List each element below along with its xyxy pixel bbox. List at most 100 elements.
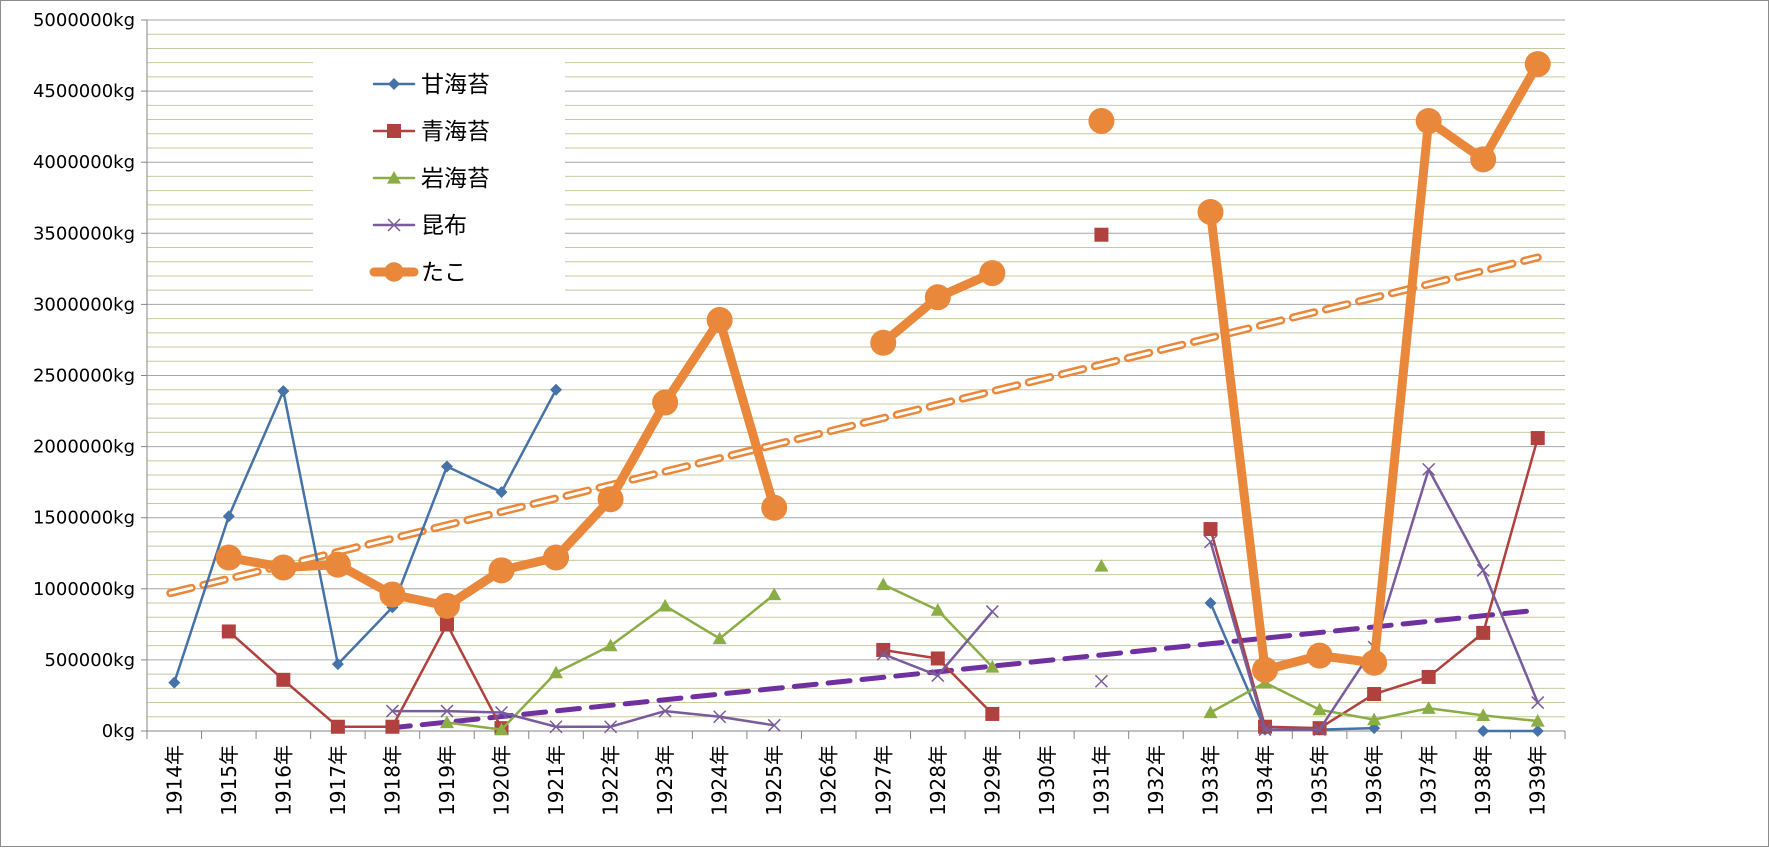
legend-swatch-marker — [387, 124, 401, 138]
data-point — [379, 581, 406, 608]
legend-label: 昆布 — [421, 213, 467, 239]
data-point — [761, 494, 788, 521]
data-point — [979, 260, 1006, 287]
data-point-2 — [876, 647, 890, 661]
x-tick-label: 1925年 — [762, 745, 786, 816]
x-tick-label: 1918年 — [380, 745, 404, 816]
y-tick-label: 4500000kg — [33, 81, 135, 102]
data-point-2 — [985, 605, 999, 619]
data-point — [652, 389, 679, 416]
legend-swatch-marker-2 — [387, 218, 401, 232]
trendline-inner — [168, 255, 1540, 595]
data-point — [767, 587, 782, 601]
data-point — [1476, 625, 1491, 640]
data-point-2 — [385, 704, 399, 718]
data-point — [439, 617, 454, 632]
x-tick-label: 1933年 — [1199, 745, 1223, 816]
data-point — [1530, 714, 1545, 727]
data-point-2 — [931, 669, 945, 683]
data-point — [549, 665, 564, 679]
x-tick-label: 1917年 — [326, 745, 350, 816]
data-point — [550, 383, 563, 396]
y-tick-labels: 0kg 500000kg 1000000kg 1500000kg 2000000kg 25… — [33, 10, 135, 742]
x-tick-label: 1936年 — [1362, 745, 1386, 816]
series-line — [173, 388, 558, 684]
data-point — [985, 660, 1000, 673]
legend-entry: 昆布 — [372, 213, 467, 239]
legend-swatch-marker — [384, 262, 404, 282]
legend-entry: 甘海苔 — [372, 72, 490, 98]
x-tick-label: 1922年 — [599, 745, 623, 816]
data-point — [222, 510, 235, 523]
x-tick-label: 1923年 — [653, 745, 677, 816]
data-point — [1203, 522, 1218, 537]
data-point — [876, 577, 891, 591]
x-tick-label: 1921年 — [544, 745, 568, 816]
data-point — [876, 642, 891, 657]
series-4 — [215, 51, 1551, 683]
data-point — [1530, 431, 1545, 446]
series-line — [227, 623, 503, 730]
series-line — [391, 709, 776, 728]
data-point — [494, 722, 509, 736]
trendline — [385, 607, 1541, 731]
x-tick-label: 1937年 — [1417, 745, 1441, 816]
data-point — [385, 719, 400, 734]
data-point — [1361, 649, 1388, 676]
data-point-2 — [1313, 723, 1327, 737]
x-tick-label: 1930年 — [1035, 745, 1059, 816]
y-tick-label: 2000000kg — [33, 437, 135, 458]
legend-entry: 岩海苔 — [372, 166, 490, 192]
data-point-2 — [713, 710, 727, 724]
data-point — [1306, 642, 1333, 669]
x-tick-label: 1924年 — [708, 745, 732, 816]
data-point — [221, 624, 236, 639]
legend-label: 岩海苔 — [421, 166, 490, 192]
data-point — [603, 638, 618, 652]
x-tick-label: 1926年 — [817, 745, 841, 816]
data-point — [1367, 712, 1382, 726]
data-point — [1524, 51, 1551, 78]
data-point — [1477, 725, 1490, 737]
data-point — [1088, 107, 1115, 134]
x-tick-label: 1929年 — [980, 745, 1004, 816]
y-tick-label: 1000000kg — [33, 579, 135, 600]
data-point — [1470, 146, 1497, 173]
data-point — [324, 551, 351, 578]
x-tick-labels: 1914年 1915年 1916年 1917年 1918年 1919年 1920年 1921年… — [162, 745, 1549, 816]
data-point — [1252, 656, 1279, 683]
data-point-2 — [1258, 723, 1272, 737]
trendlines — [166, 253, 1542, 731]
data-point — [985, 706, 1000, 721]
x-tick-label: 1934年 — [1253, 745, 1277, 816]
data-point-2 — [604, 720, 618, 734]
data-point — [597, 486, 624, 513]
x-tick-label: 1920年 — [490, 745, 514, 816]
data-point — [1531, 725, 1544, 737]
data-point — [440, 460, 453, 473]
legend-swatch-marker — [387, 171, 401, 184]
axes — [141, 19, 1566, 739]
data-point — [706, 307, 733, 334]
data-point — [331, 658, 344, 671]
y-tick-label: 500000kg — [44, 650, 135, 671]
x-tick-label: 1919年 — [435, 745, 459, 816]
data-point-2 — [1476, 563, 1490, 577]
data-point-2 — [767, 718, 781, 732]
data-point — [1421, 669, 1436, 684]
data-point — [1204, 597, 1217, 610]
series-lines — [168, 51, 1551, 737]
x-tick-label: 1935年 — [1308, 745, 1332, 816]
legend-box — [313, 61, 565, 299]
data-point-2 — [1203, 535, 1218, 549]
x-tick-label: 1915年 — [217, 745, 241, 816]
data-point — [870, 329, 897, 356]
data-point-2 — [549, 720, 563, 734]
y-tick-label: 3000000kg — [33, 294, 135, 315]
data-point-2 — [494, 705, 509, 720]
data-point — [1367, 687, 1382, 702]
x-tick-label: 1932年 — [1144, 745, 1168, 816]
y-tick-label: 4000000kg — [33, 152, 135, 173]
